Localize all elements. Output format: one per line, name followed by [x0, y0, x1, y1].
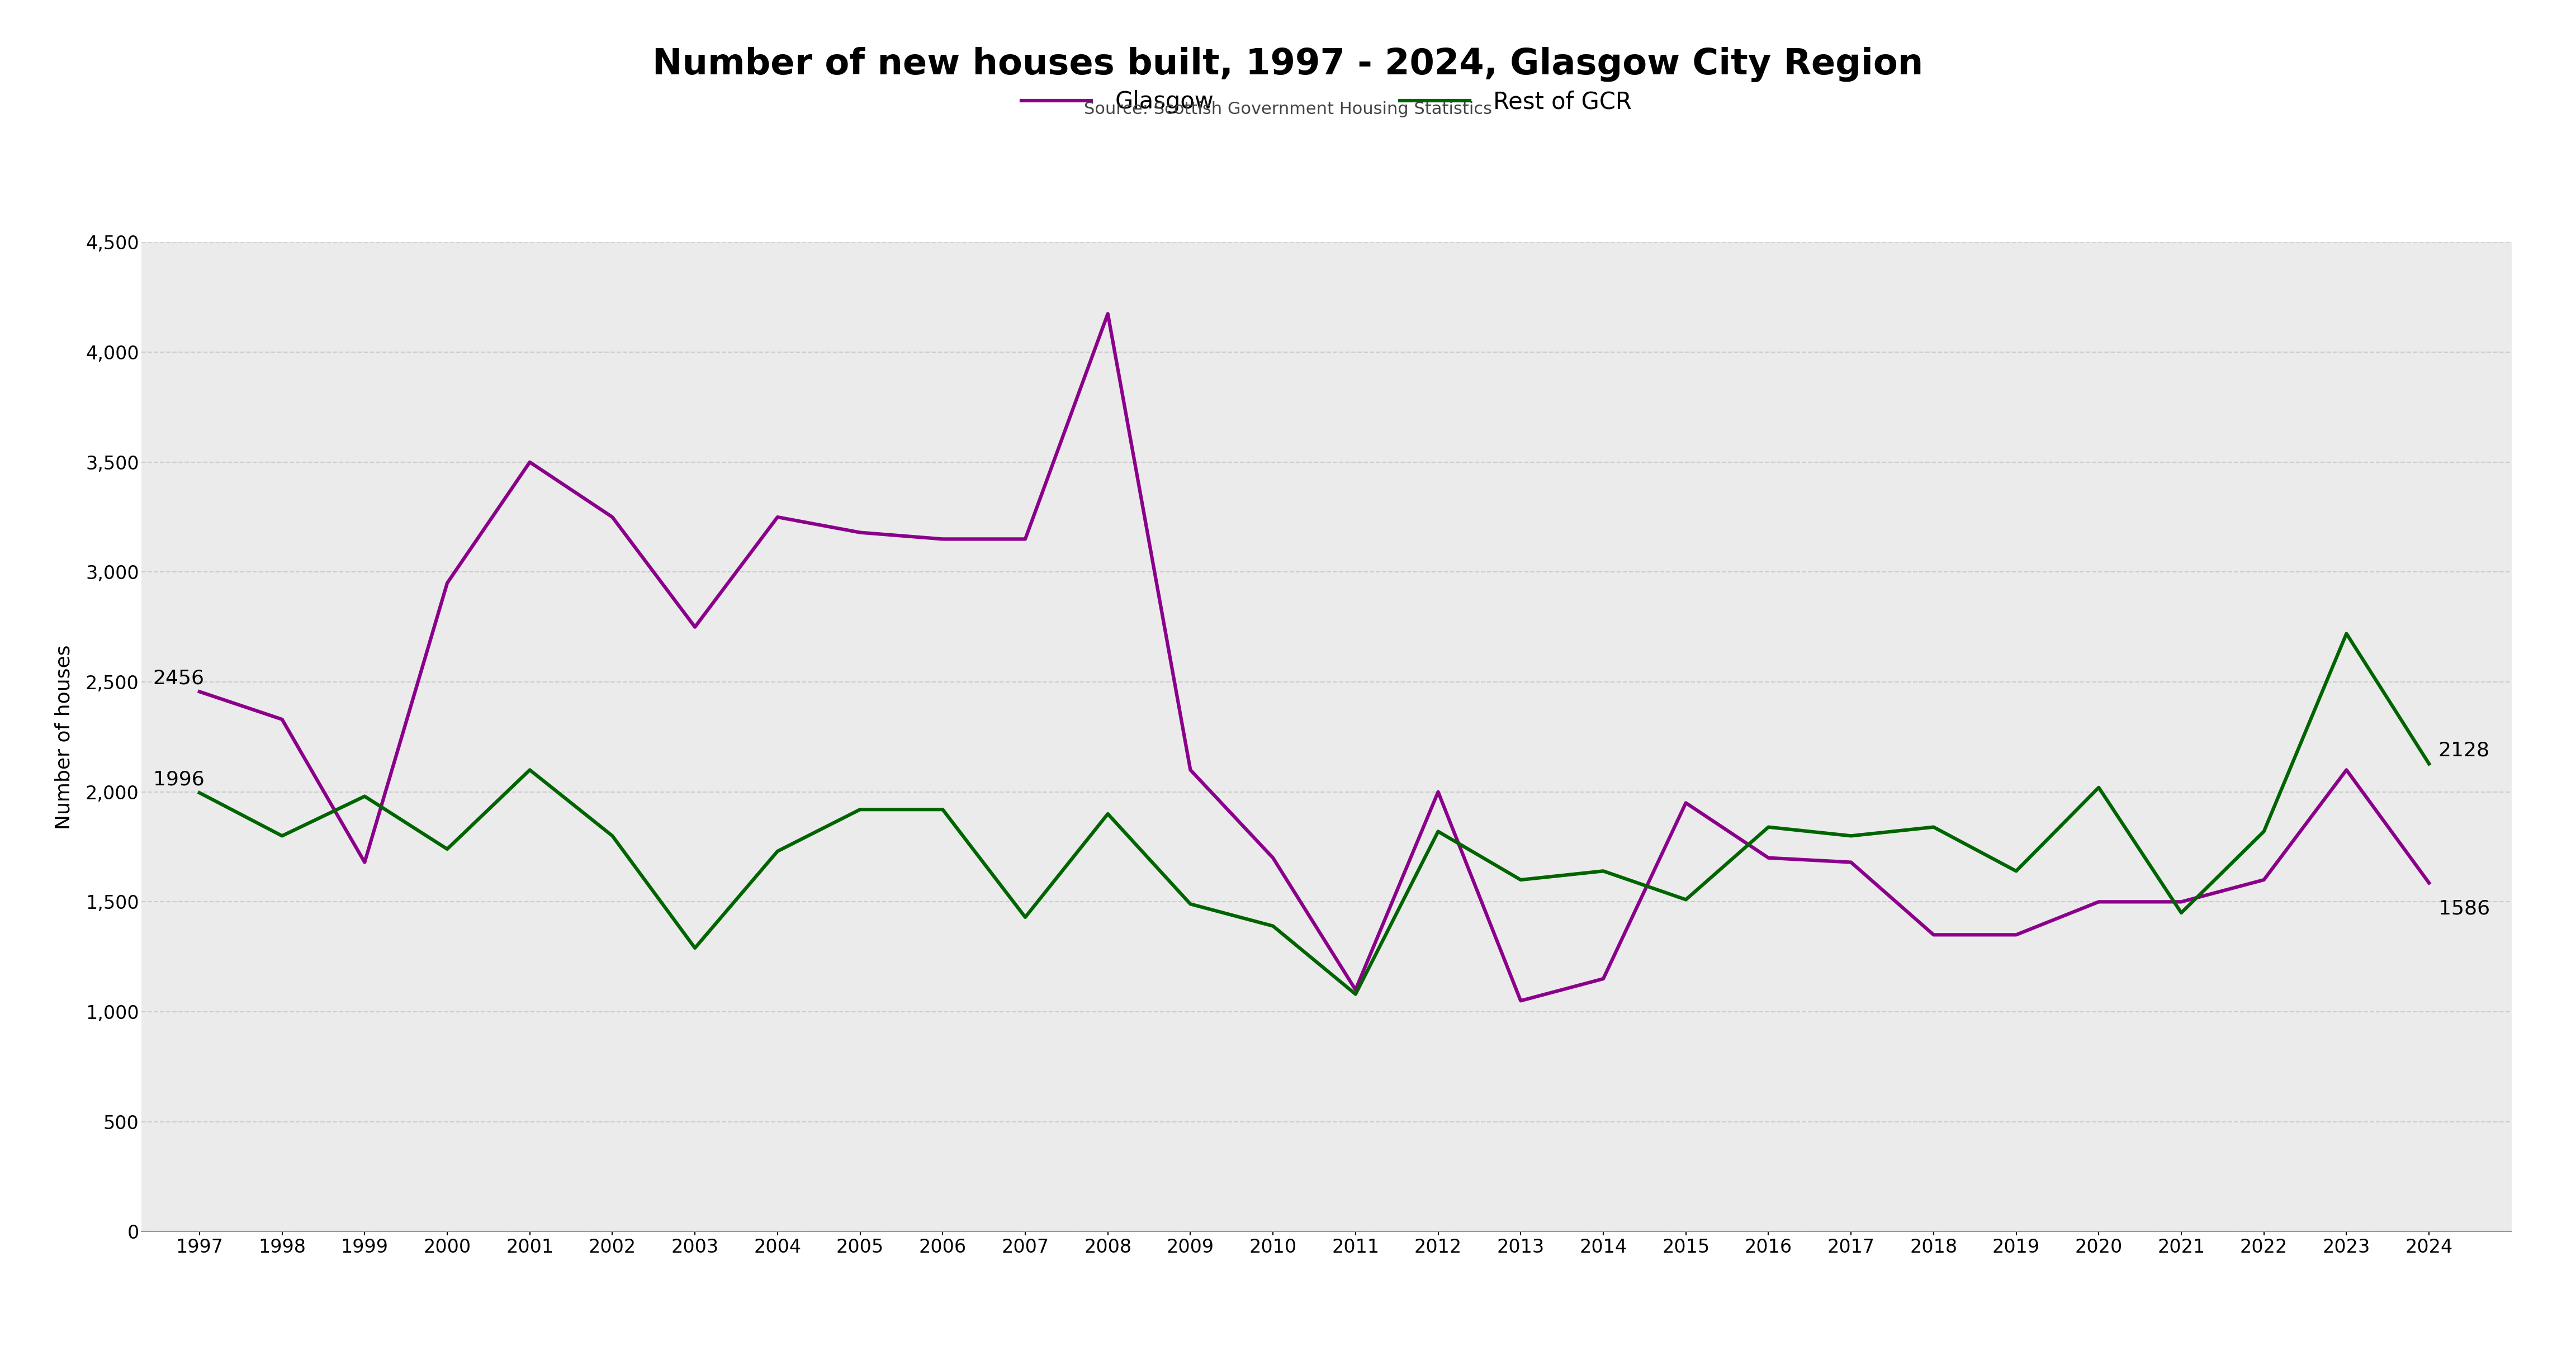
Y-axis label: Number of houses: Number of houses: [54, 645, 75, 829]
Glasgow: [183, 684, 214, 700]
Rest of GCR: [1587, 863, 1618, 879]
Rest of GCR: [598, 828, 629, 844]
Glasgow: [1587, 970, 1618, 987]
Text: Source: Scottish Government Housing Statistics: Source: Scottish Government Housing Stat…: [1084, 101, 1492, 117]
Glasgow: [1257, 849, 1288, 865]
Text: Number of new houses built, 1997 - 2024, Glasgow City Region: Number of new houses built, 1997 - 2024,…: [652, 47, 1924, 82]
Rest of GCR: [1422, 824, 1453, 840]
Text: 2128: 2128: [2439, 740, 2491, 760]
Rest of GCR: [927, 801, 958, 817]
Line: Glasgow: Glasgow: [198, 314, 2429, 1001]
Text: 1996: 1996: [152, 770, 204, 789]
Glasgow: [1092, 306, 1123, 322]
Rest of GCR: [2414, 755, 2445, 771]
Glasgow: [598, 509, 629, 525]
Rest of GCR: [762, 843, 793, 859]
Glasgow: [2331, 762, 2362, 778]
Rest of GCR: [1752, 818, 1783, 835]
Glasgow: [1919, 926, 1950, 942]
Rest of GCR: [1504, 872, 1535, 888]
Glasgow: [1752, 849, 1783, 865]
Glasgow: [2414, 875, 2445, 891]
Text: 2456: 2456: [152, 669, 204, 688]
Glasgow: [1340, 981, 1370, 997]
Rest of GCR: [680, 940, 711, 956]
Text: 1586: 1586: [2439, 899, 2491, 918]
Rest of GCR: [1669, 891, 1700, 907]
Rest of GCR: [1257, 918, 1288, 934]
Rest of GCR: [1092, 806, 1123, 822]
Glasgow: [1422, 783, 1453, 800]
Rest of GCR: [2249, 824, 2280, 840]
Rest of GCR: [2084, 779, 2115, 795]
Glasgow: [1669, 794, 1700, 810]
Rest of GCR: [183, 785, 214, 801]
Glasgow: [1504, 993, 1535, 1010]
Glasgow: [433, 575, 464, 591]
Glasgow: [2084, 894, 2115, 910]
Rest of GCR: [1837, 828, 1868, 844]
Glasgow: [1175, 762, 1206, 778]
Rest of GCR: [2002, 863, 2032, 879]
Rest of GCR: [845, 801, 876, 817]
Glasgow: [762, 509, 793, 525]
Rest of GCR: [1010, 909, 1041, 925]
Line: Rest of GCR: Rest of GCR: [198, 634, 2429, 995]
Rest of GCR: [2331, 626, 2362, 642]
Legend: Glasgow, Rest of GCR: Glasgow, Rest of GCR: [1012, 81, 1641, 122]
Glasgow: [2249, 872, 2280, 888]
Glasgow: [680, 619, 711, 635]
Glasgow: [2002, 926, 2032, 942]
Rest of GCR: [1175, 896, 1206, 913]
Rest of GCR: [515, 762, 546, 778]
Rest of GCR: [1919, 818, 1950, 835]
Glasgow: [927, 530, 958, 546]
Glasgow: [2166, 894, 2197, 910]
Rest of GCR: [350, 789, 381, 805]
Rest of GCR: [2166, 905, 2197, 921]
Glasgow: [350, 855, 381, 871]
Rest of GCR: [433, 841, 464, 857]
Glasgow: [515, 454, 546, 470]
Rest of GCR: [265, 828, 296, 844]
Rest of GCR: [1340, 987, 1370, 1003]
Glasgow: [1010, 530, 1041, 546]
Glasgow: [845, 525, 876, 541]
Glasgow: [1837, 855, 1868, 871]
Glasgow: [265, 711, 296, 727]
